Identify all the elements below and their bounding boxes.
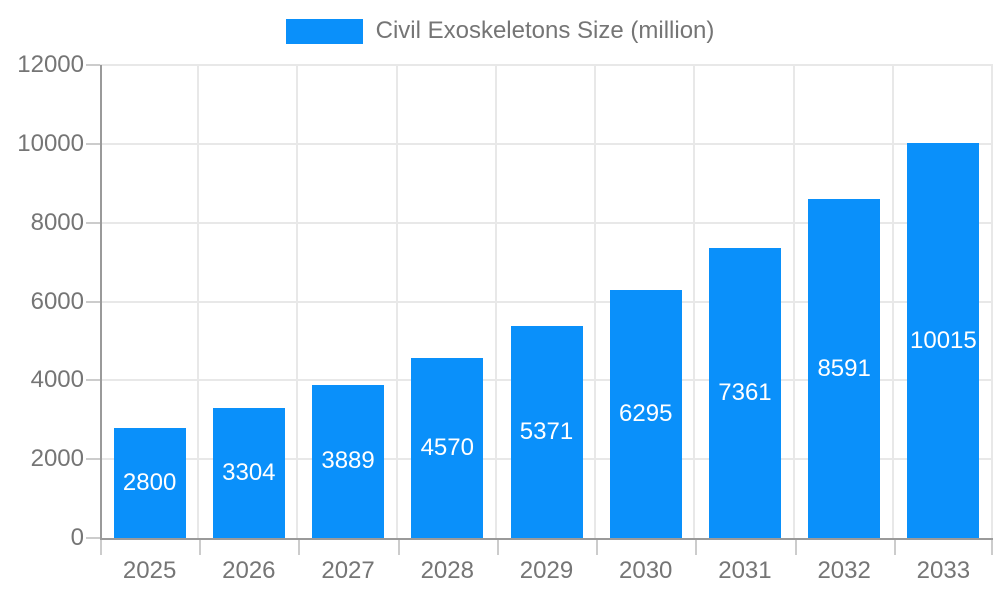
y-tick-label: 4000: [30, 366, 84, 394]
y-tick-mark: [86, 458, 100, 461]
bar[interactable]: [312, 384, 385, 538]
x-tick-label: 2033: [916, 557, 971, 584]
bar-value-label: 3304: [222, 458, 276, 486]
x-tick-mark: [100, 540, 102, 555]
x-grid-line: [494, 65, 497, 538]
y-tick-mark: [86, 537, 100, 539]
bar[interactable]: [907, 143, 980, 538]
bar[interactable]: [411, 357, 484, 538]
x-tick-mark: [397, 540, 400, 555]
x-tick-label: 2028: [420, 557, 474, 584]
x-tick-mark: [298, 540, 301, 555]
bar-value-label: 2800: [122, 468, 177, 496]
bar[interactable]: [510, 326, 583, 538]
y-tick-mark: [86, 142, 100, 145]
x-tick-mark: [596, 540, 599, 555]
y-tick-mark: [86, 221, 100, 224]
bar[interactable]: [808, 199, 881, 538]
x-tick-mark: [893, 540, 896, 555]
x-axis-line: [100, 538, 993, 540]
x-tick-label: 2025: [122, 557, 177, 584]
legend-swatch: [285, 18, 363, 44]
y-tick-label: 2000: [30, 445, 84, 473]
x-tick-label: 2032: [817, 557, 871, 584]
y-axis-line: [100, 65, 102, 540]
bar[interactable]: [708, 247, 781, 538]
bar[interactable]: [609, 289, 682, 538]
y-grid-line: [100, 221, 993, 224]
bar-value-label: 3889: [321, 447, 375, 475]
y-tick-mark: [86, 300, 100, 303]
bar[interactable]: [212, 407, 285, 538]
bar[interactable]: [113, 427, 186, 538]
y-tick-label: 12000: [17, 51, 84, 78]
x-tick-mark: [199, 540, 202, 555]
x-grid-line: [197, 65, 200, 538]
y-tick-label: 0: [70, 524, 84, 551]
bar-value-label: 8591: [817, 354, 871, 382]
x-tick-mark: [991, 540, 993, 555]
x-tick-mark: [695, 540, 698, 555]
bar-value-label: 5371: [519, 418, 574, 446]
x-tick-label: 2029: [519, 557, 574, 584]
x-tick-mark: [496, 540, 499, 555]
y-tick-label: 8000: [30, 208, 84, 236]
bar-value-label: 10015: [910, 326, 977, 354]
bar-value-label: 4570: [420, 433, 474, 461]
x-grid-line: [296, 65, 299, 538]
bar-value-label: 7361: [718, 378, 772, 406]
x-tick-label: 2031: [718, 557, 772, 584]
x-tick-label: 2027: [321, 557, 375, 584]
y-grid-line: [100, 142, 993, 145]
x-grid-line: [991, 65, 993, 538]
legend-item[interactable]: Civil Exoskeletons Size (million): [0, 17, 1000, 45]
legend-label: Civil Exoskeletons Size (million): [375, 17, 715, 44]
x-tick-mark: [794, 540, 797, 555]
x-grid-line: [693, 65, 696, 538]
x-grid-line: [594, 65, 597, 538]
y-tick-mark: [86, 64, 100, 66]
y-tick-mark: [86, 379, 100, 382]
x-grid-line: [792, 65, 795, 538]
x-grid-line: [395, 65, 398, 538]
x-tick-label: 2030: [619, 557, 673, 584]
y-tick-label: 10000: [17, 129, 84, 157]
x-tick-label: 2026: [222, 557, 276, 584]
bar-value-label: 6295: [619, 399, 673, 427]
y-grid-line: [100, 300, 993, 303]
y-tick-label: 6000: [30, 287, 84, 315]
x-grid-line: [891, 65, 894, 538]
y-grid-line: [100, 64, 993, 66]
